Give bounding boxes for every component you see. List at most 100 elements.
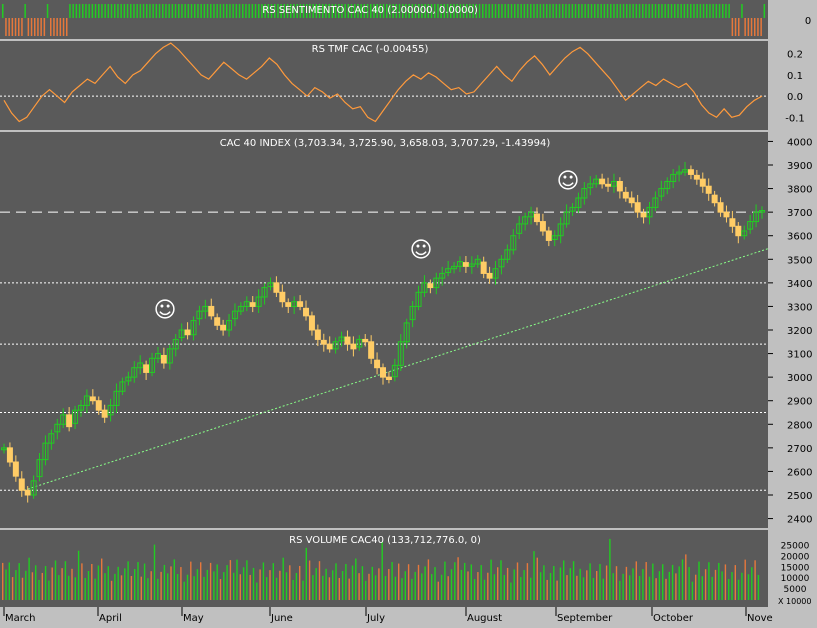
sentiment-bar	[395, 4, 398, 18]
candle-body	[468, 263, 475, 267]
sentiment-bar	[373, 4, 375, 18]
sentiment-bar	[232, 4, 234, 18]
volume-bar	[104, 573, 106, 600]
candle-body	[433, 277, 440, 289]
volume-bar	[751, 567, 753, 600]
candle-body	[634, 202, 641, 213]
volume-bar	[398, 563, 400, 600]
volume-bar	[35, 565, 37, 600]
sentiment-bar	[14, 18, 17, 36]
candle-body	[12, 461, 19, 477]
volume-axis-tick: 25000	[781, 541, 810, 551]
sentiment-bar	[750, 18, 753, 36]
sentiment-bar	[123, 4, 126, 18]
volume-bar	[526, 563, 529, 600]
sentiment-bar	[472, 4, 474, 18]
candle-body	[480, 261, 487, 274]
sentiment-bar	[88, 4, 90, 18]
candle-body	[445, 268, 452, 273]
sentiment-bar	[690, 4, 692, 18]
sentiment-bar	[216, 4, 218, 18]
volume-bar	[196, 569, 199, 600]
x-axis-month-label: July	[366, 613, 385, 624]
volume-bar	[384, 576, 387, 600]
candle-body	[42, 442, 49, 461]
volume-bar	[193, 576, 195, 600]
candle-body	[409, 305, 416, 321]
volume-bar	[605, 565, 608, 600]
x-axis-month-label: March	[5, 613, 35, 624]
volume-bar	[190, 561, 192, 600]
volume-bar	[130, 576, 133, 600]
sentiment-bar	[485, 4, 487, 18]
volume-bar	[741, 572, 743, 600]
volume-bar	[662, 564, 664, 600]
volume-bar	[381, 541, 383, 600]
price-title: CAC 40 INDEX (3,703.34, 3,725.90, 3,658.…	[220, 138, 551, 149]
sentiment-bar	[184, 4, 186, 18]
sentiment-bar	[75, 4, 78, 18]
volume-bar	[698, 561, 700, 600]
sentiment-bar	[683, 4, 686, 18]
volume-bar	[173, 559, 175, 600]
sentiment-bar	[34, 18, 36, 36]
volume-bar	[74, 577, 76, 600]
sentiment-bar	[424, 4, 426, 18]
candle-body	[243, 301, 250, 307]
sentiment-bar	[2, 4, 4, 18]
volume-bar	[84, 577, 86, 600]
axis-labels: 4000 3900 3800 3700 3600 3500 3400 3300 3200 3100…	[3, 16, 812, 624]
sentiment-bar	[286, 4, 289, 18]
volume-bar	[473, 579, 476, 600]
sentiment-bar	[344, 4, 346, 18]
volume-bar	[54, 560, 57, 600]
sentiment-bar	[715, 4, 718, 18]
volume-bar	[589, 563, 591, 600]
volume-bar	[629, 575, 631, 600]
volume-bar	[345, 564, 347, 600]
candle-body	[439, 272, 446, 279]
volume-bar	[500, 560, 502, 600]
volume-axis-tick: 20000	[781, 552, 810, 562]
candle-body	[196, 310, 203, 320]
candle-body	[184, 329, 191, 336]
sentiment-bar	[62, 18, 65, 36]
sentiment-bar	[82, 4, 84, 18]
volume-bar	[335, 563, 337, 600]
sentiment-bar	[539, 4, 542, 18]
volume-bar	[318, 561, 321, 600]
price-axis-tick: 3400	[787, 279, 812, 290]
sentiment-bar	[85, 4, 87, 18]
candle-body	[456, 261, 463, 267]
sentiment-bar	[469, 4, 471, 18]
volume-bar	[233, 572, 235, 600]
candle-body	[125, 376, 132, 382]
sentiment-bar	[542, 4, 545, 18]
candle-body	[208, 305, 215, 317]
volume-bar	[147, 578, 149, 600]
sentiment-bar	[366, 4, 369, 18]
candle-body	[522, 216, 529, 225]
volume-bar	[394, 576, 397, 600]
sentiment-bar	[558, 4, 561, 18]
sentiment-bar	[498, 4, 500, 18]
sentiment-bar	[190, 4, 193, 18]
candle-body	[60, 414, 67, 425]
sentiment-bar	[533, 4, 535, 18]
sentiment-bar	[760, 18, 762, 36]
candle-body	[504, 249, 511, 260]
candle-body	[143, 364, 150, 373]
sentiment-bar	[590, 4, 593, 18]
sentiment-bar	[443, 4, 446, 18]
volume-bar	[183, 581, 185, 600]
volume-bar	[625, 566, 628, 600]
candle-body	[356, 338, 363, 348]
sentiment-bar	[318, 4, 321, 18]
x-axis-month-label: September	[557, 613, 613, 624]
candle-body	[545, 230, 552, 241]
volume-scale-note: X 10000	[778, 597, 811, 606]
sentiment-bars	[2, 4, 766, 36]
sentiment-title: RS SENTIMENTO CAC 40 (2.00000, 0.0000)	[262, 5, 478, 16]
volume-bar	[566, 575, 568, 600]
volume-bar	[322, 575, 324, 600]
